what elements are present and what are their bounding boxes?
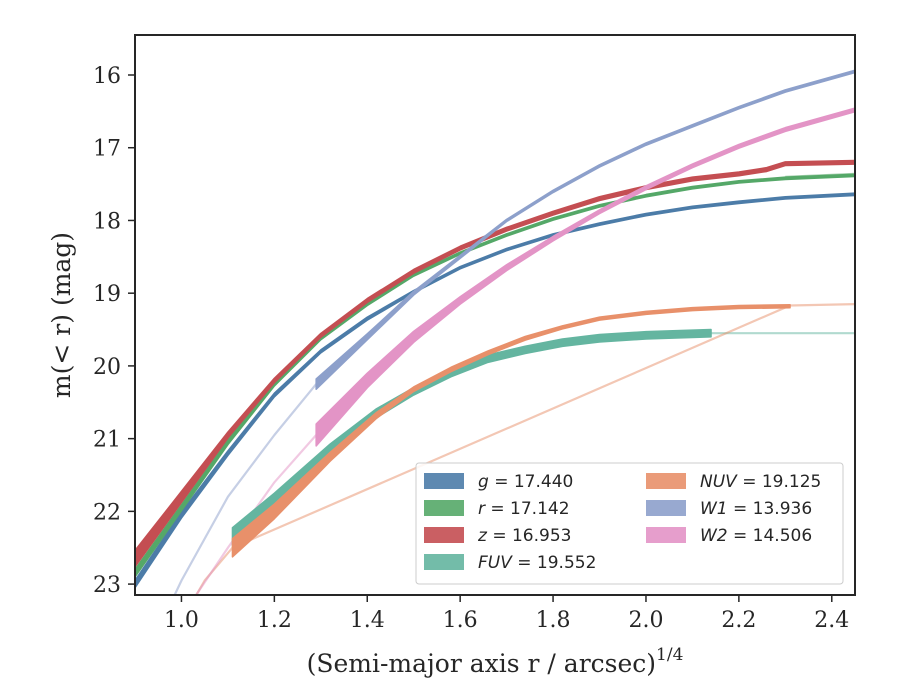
y-tick-label: 18 <box>93 209 121 234</box>
legend-swatch-r <box>424 500 464 516</box>
plot-frame <box>134 34 856 596</box>
y-axis-label: m(< r) (mag) <box>47 232 76 398</box>
y-tick-label: 21 <box>93 428 121 453</box>
y-tick-label: 19 <box>93 282 121 307</box>
legend-band-name: NUV <box>700 472 738 492</box>
legend-band-value: = 14.506 <box>728 526 813 546</box>
legend-swatch-w1 <box>646 500 686 516</box>
legend-band-name: W2 <box>700 526 728 546</box>
legend-label-z: z = 16.953 <box>477 526 571 546</box>
legend-band-name: z <box>477 526 488 546</box>
legend-band-value: = 16.953 <box>487 526 572 546</box>
legend-swatch-w2 <box>646 527 686 543</box>
x-axis-label-text: (Semi-major axis r / arcsec) <box>307 649 656 678</box>
legend-band-name: W1 <box>700 499 728 519</box>
x-tick-label: 1.0 <box>164 608 199 633</box>
legend-label-nuv: NUV = 19.125 <box>700 472 821 492</box>
legend-label-w1: W1 = 13.936 <box>700 499 812 519</box>
legend-swatch-nuv <box>646 473 686 489</box>
x-tick-label: 1.2 <box>257 608 292 633</box>
legend-band-value: = 13.936 <box>728 499 813 519</box>
x-axis-label: (Semi-major axis r / arcsec)1/4 <box>307 645 684 678</box>
series-w2-band <box>315 107 855 447</box>
x-axis-label-power: 1/4 <box>656 645 683 665</box>
legend-swatch-z <box>424 527 464 543</box>
series-z-band <box>135 159 855 568</box>
legend-band-name: g <box>478 472 489 492</box>
x-tick-label: 2.2 <box>721 608 756 633</box>
legend-band-value: = 19.552 <box>512 553 597 573</box>
legend-band-name: r <box>478 499 486 519</box>
legend-swatch-fuv <box>424 554 464 570</box>
series-w1-band <box>315 69 855 391</box>
x-tick-label: 2.4 <box>814 608 849 633</box>
legend-box <box>415 462 844 585</box>
legend-label-fuv: FUV = 19.552 <box>478 553 596 573</box>
y-tick-label: 20 <box>93 355 121 380</box>
y-tick-label: 23 <box>93 573 121 598</box>
axis-ticks: 1.0 1.2 1.4 1.6 1.8 2.0 2.2 2.4 16 17 18 19 20 21 22 23 <box>93 64 849 633</box>
series-nuv-band <box>231 303 791 558</box>
x-tick-label: 2.0 <box>628 608 663 633</box>
series-g-band <box>135 192 855 589</box>
series-w1-outer-line <box>173 383 318 595</box>
y-tick-label: 17 <box>93 137 121 162</box>
x-tick-label: 1.8 <box>536 608 571 633</box>
legend-label-r: r = 17.142 <box>478 499 570 519</box>
y-tick-label: 16 <box>93 64 121 89</box>
x-tick-label: 1.4 <box>350 608 385 633</box>
legend-band-name: FUV <box>478 553 513 573</box>
legend-band-value: = 19.125 <box>737 472 822 492</box>
legend-band-value: = 17.142 <box>485 499 570 519</box>
legend-band-value: = 17.440 <box>489 472 574 492</box>
legend-label-g: g = 17.440 <box>478 472 573 492</box>
legend-swatch-g <box>424 473 464 489</box>
x-tick-label: 1.6 <box>443 608 478 633</box>
legend-label-w2: W2 = 14.506 <box>700 526 812 546</box>
profile-bands <box>135 69 855 589</box>
y-tick-label: 22 <box>93 500 121 525</box>
